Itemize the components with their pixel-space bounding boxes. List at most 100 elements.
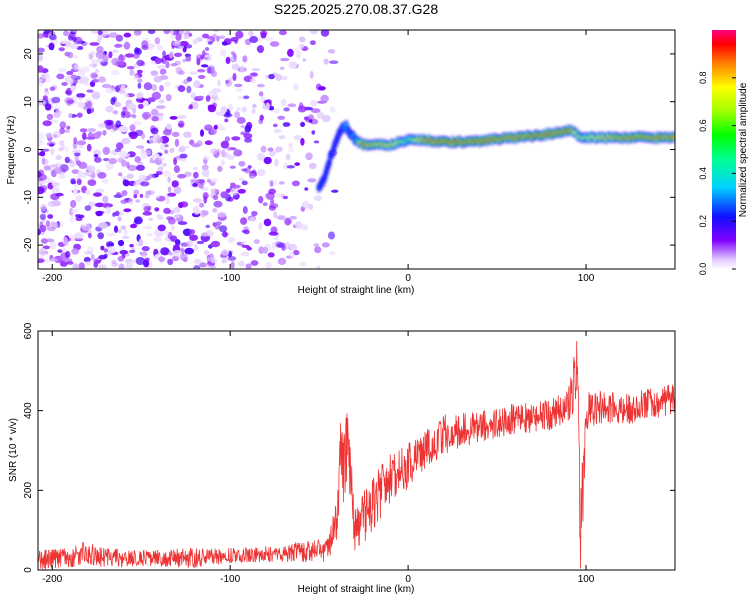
- noise-cell: [231, 136, 241, 141]
- noise-cell: [241, 106, 247, 113]
- y-tick-label: 200: [23, 482, 34, 499]
- noise-cell: [249, 216, 256, 222]
- noise-cell: [83, 82, 90, 87]
- noise-cell: [91, 91, 101, 100]
- noise-cell: [72, 263, 80, 269]
- noise-cell: [129, 124, 136, 132]
- noise-cell: [162, 129, 172, 136]
- noise-cell: [173, 165, 180, 174]
- noise-cell: [281, 244, 286, 251]
- noise-cell: [232, 73, 237, 81]
- noise-cell: [283, 162, 289, 170]
- noise-cell: [68, 77, 74, 85]
- noise-cell: [66, 125, 71, 130]
- noise-cell: [95, 188, 105, 194]
- noise-cell: [240, 217, 248, 225]
- noise-cell: [218, 35, 226, 39]
- noise-cell: [73, 63, 80, 71]
- noise-cell: [230, 261, 235, 269]
- noise-cell: [87, 179, 97, 187]
- noise-cell: [293, 83, 299, 91]
- noise-cell: [102, 129, 107, 136]
- noise-cell: [165, 61, 170, 69]
- snr-x-label: Height of straight line (km): [298, 584, 415, 595]
- noise-cell: [66, 99, 75, 104]
- noise-cell: [156, 44, 163, 51]
- noise-cell: [57, 249, 63, 253]
- noise-cell: [133, 30, 142, 36]
- x-tick-label: -200: [42, 574, 62, 585]
- noise-cell: [128, 198, 135, 205]
- noise-cell: [140, 151, 148, 159]
- noise-cell: [183, 131, 192, 138]
- noise-cell: [54, 110, 63, 114]
- noise-cell: [204, 140, 213, 145]
- noise-cell: [38, 258, 45, 264]
- noise-cell: [38, 82, 44, 87]
- noise-cell: [150, 127, 159, 135]
- noise-cell: [117, 54, 126, 62]
- noise-cell: [156, 105, 166, 110]
- noise-cell: [217, 79, 221, 87]
- noise-cell: [199, 202, 205, 208]
- noise-cell: [164, 144, 169, 148]
- noise-cell: [210, 240, 221, 248]
- x-tick-label: 0: [405, 273, 411, 284]
- noise-cell: [95, 210, 103, 217]
- spectrogram-noise-layer: [38, 30, 339, 269]
- noise-cell: [262, 202, 268, 207]
- noise-cell: [234, 111, 240, 119]
- noise-cell: [280, 57, 290, 62]
- noise-cell: [212, 194, 219, 201]
- noise-cell: [311, 130, 316, 135]
- noise-cell: [141, 246, 150, 252]
- noise-cell: [284, 241, 291, 250]
- noise-cell: [166, 216, 174, 221]
- noise-cell: [64, 129, 70, 133]
- noise-cell: [90, 254, 95, 261]
- noise-cell: [206, 256, 215, 262]
- noise-cell: [193, 171, 199, 179]
- noise-cell: [310, 108, 321, 114]
- noise-cell: [268, 188, 277, 195]
- noise-cell: [182, 58, 187, 63]
- noise-cell: [231, 63, 240, 71]
- noise-cell: [51, 182, 60, 187]
- noise-cell: [202, 33, 210, 39]
- noise-cell: [309, 70, 314, 79]
- noise-cell: [101, 83, 112, 89]
- noise-cell: [184, 44, 193, 49]
- noise-cell: [173, 157, 178, 166]
- noise-cell: [123, 208, 132, 213]
- noise-cell: [86, 100, 92, 109]
- noise-cell: [156, 64, 167, 69]
- noise-cell: [167, 258, 174, 266]
- noise-cell: [172, 255, 180, 262]
- noise-cell: [316, 111, 324, 120]
- noise-cell: [98, 123, 107, 128]
- noise-cell: [40, 238, 49, 244]
- noise-cell: [293, 134, 302, 141]
- noise-cell: [38, 65, 44, 73]
- noise-cell: [143, 82, 153, 91]
- noise-cell: [135, 199, 141, 203]
- noise-cell: [102, 195, 109, 204]
- noise-cell: [178, 45, 184, 50]
- noise-cell: [150, 108, 159, 116]
- noise-cell: [308, 119, 313, 123]
- noise-cell: [220, 49, 226, 57]
- noise-cell: [89, 51, 96, 55]
- noise-cell: [309, 162, 317, 170]
- noise-cell: [45, 220, 51, 228]
- noise-cell: [158, 157, 165, 161]
- noise-cell: [123, 228, 128, 236]
- x-tick-label: -100: [220, 273, 240, 284]
- noise-cell: [164, 149, 169, 154]
- noise-cell: [221, 127, 226, 131]
- y-tick-label: 400: [23, 402, 34, 419]
- noise-cell: [299, 43, 304, 49]
- noise-cell: [260, 145, 267, 153]
- noise-cell: [59, 140, 65, 147]
- noise-cell: [210, 148, 218, 155]
- noise-cell: [74, 152, 81, 157]
